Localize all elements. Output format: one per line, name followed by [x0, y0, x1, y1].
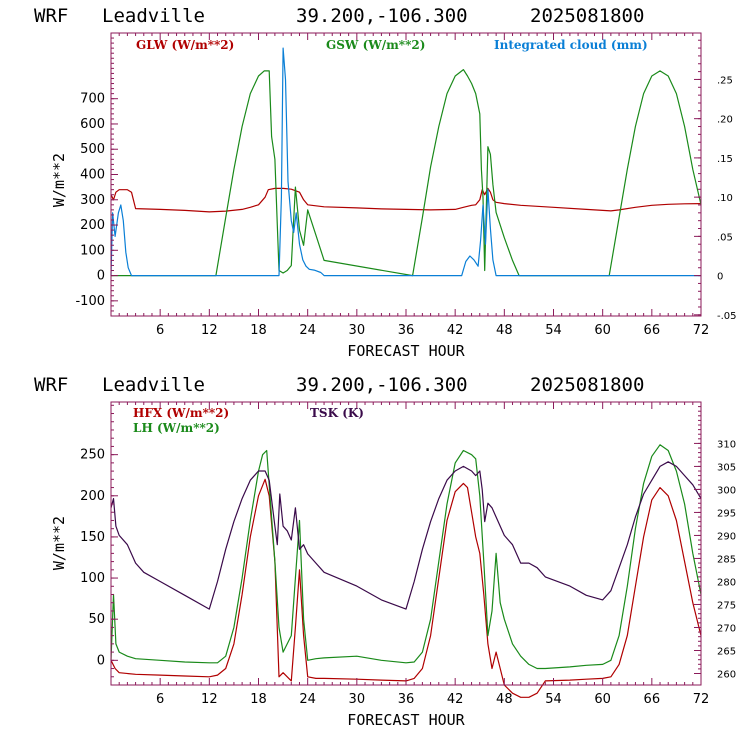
x-tick-label: 6: [156, 323, 164, 338]
y-tick-label: 100: [80, 571, 105, 586]
plot-frame: [110, 32, 702, 317]
y-tick-label: 150: [80, 530, 105, 545]
header-model: WRF: [34, 374, 68, 396]
x-tick-label: 48: [496, 323, 513, 338]
x-axis-label: FORECAST HOUR: [347, 342, 465, 360]
y-tick-label: 0: [97, 653, 105, 668]
plot-area-fluxes: 6 12 18 24 30 36 42 48 54 60 66 72 0 50 100 150 200 250 26…: [80, 401, 736, 707]
right-y-tick-label: 310: [717, 439, 736, 450]
x-tick-label: 36: [398, 323, 415, 338]
right-y-tick-label: 290: [717, 531, 736, 542]
y-tick-label: 100: [80, 243, 105, 258]
series-line-0: [110, 187, 702, 213]
legend-gsw: GSW (W/m**2): [326, 38, 425, 52]
x-tick-label: 18: [250, 692, 267, 707]
x-tick-label: 18: [250, 323, 267, 338]
legend-hfx: HFX (W/m**2): [133, 406, 229, 420]
y-tick-label: -100: [75, 294, 105, 309]
y-tick-label: 400: [80, 168, 105, 183]
y-tick-label: 700: [80, 92, 105, 107]
y-tick-label: 0: [97, 269, 105, 284]
x-tick-label: 12: [201, 323, 218, 338]
x-tick-label: 42: [447, 323, 464, 338]
x-tick-label: 36: [398, 692, 415, 707]
legend-cloud: Integrated cloud (mm): [494, 38, 648, 52]
right-y-tick-label: .20: [717, 115, 733, 126]
x-tick-label: 60: [594, 323, 611, 338]
x-tick-label: 30: [349, 692, 366, 707]
right-y-tick-label: .05: [717, 232, 733, 243]
y-tick-label: 300: [80, 193, 105, 208]
right-y-tick-label: 295: [717, 508, 736, 519]
x-tick-label: 66: [644, 323, 661, 338]
x-tick-label: 66: [644, 692, 661, 707]
y-tick-label: 200: [80, 218, 105, 233]
x-tick-label: 60: [594, 692, 611, 707]
y-tick-label: 200: [80, 489, 105, 504]
header-run: 2025081800: [530, 374, 644, 396]
right-y-tick-label: 280: [717, 577, 736, 588]
right-y-tick-label: 275: [717, 600, 736, 611]
series-line-0: [110, 478, 702, 698]
legend-lh: LH (W/m**2): [133, 421, 220, 435]
header-run: 2025081800: [530, 5, 644, 27]
x-tick-label: 30: [349, 323, 366, 338]
y-axis-label: W/m**2: [50, 516, 68, 570]
x-tick-label: 72: [693, 692, 710, 707]
right-y-tick-label: .25: [717, 75, 733, 86]
right-y-tick-label: -.05: [717, 311, 737, 322]
header-coords: 39.200,-106.300: [296, 5, 468, 27]
right-y-tick-label: 285: [717, 554, 736, 565]
x-tick-label: 48: [496, 692, 513, 707]
series-line-2: [110, 461, 702, 610]
x-tick-label: 54: [545, 323, 562, 338]
x-tick-label: 24: [299, 323, 316, 338]
panel-radiation: WRF Leadville 39.200,-106.300 2025081800…: [34, 5, 737, 360]
header-model: WRF: [34, 5, 68, 27]
y-tick-label: 500: [80, 142, 105, 157]
header-location: Leadville: [102, 374, 205, 396]
x-tick-label: 42: [447, 692, 464, 707]
x-axis-label: FORECAST HOUR: [347, 711, 465, 729]
right-y-tick-label: 265: [717, 646, 736, 657]
series-line-1: [111, 68, 702, 277]
y-tick-label: 600: [80, 117, 105, 132]
right-y-tick-label: 305: [717, 462, 736, 473]
x-tick-label: 72: [693, 323, 710, 338]
y-tick-label: 250: [80, 448, 105, 463]
y-tick-label: 50: [88, 612, 105, 627]
x-tick-label: 54: [545, 692, 562, 707]
legend-tsk: TSK (K): [310, 406, 364, 420]
right-y-tick-label: 300: [717, 485, 736, 496]
series-line-2: [110, 47, 701, 277]
header-coords: 39.200,-106.300: [296, 374, 468, 396]
y-axis-label: W/m**2: [50, 153, 68, 207]
right-y-tick-label: 260: [717, 669, 736, 680]
legend-glw: GLW (W/m**2): [136, 38, 234, 52]
right-y-tick-label: 0: [717, 272, 723, 283]
right-y-tick-label: .15: [717, 154, 733, 165]
right-y-tick-label: 270: [717, 623, 736, 634]
plot-frame: [110, 401, 702, 686]
panel-fluxes: WRF Leadville 39.200,-106.300 2025081800…: [34, 374, 736, 729]
series-line-1: [110, 444, 702, 670]
x-tick-label: 12: [201, 692, 218, 707]
x-tick-label: 24: [299, 692, 316, 707]
right-y-tick-label: .10: [717, 193, 733, 204]
plot-area-radiation: 6 12 18 24 30 36 42 48 54 60 66 72 -100 0 100 200 300 400…: [75, 32, 737, 338]
x-tick-label: 6: [156, 692, 164, 707]
header-location: Leadville: [102, 5, 205, 27]
